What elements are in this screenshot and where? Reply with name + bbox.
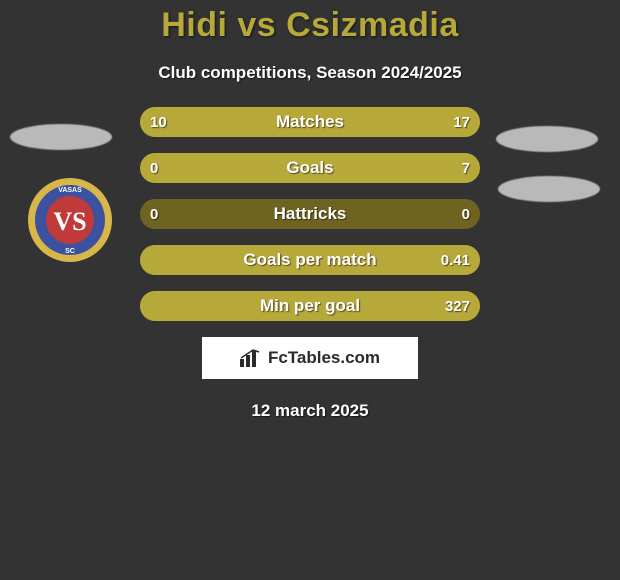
stat-value-right: 0.41 xyxy=(441,245,470,275)
stat-row: Goals per match0.41 xyxy=(140,245,480,275)
stat-label: Goals per match xyxy=(140,245,480,275)
player-shadow xyxy=(496,126,598,152)
vasas-logo-icon: VASAS SC VS xyxy=(28,178,112,262)
svg-text:VS: VS xyxy=(53,207,86,236)
svg-text:SC: SC xyxy=(65,248,75,255)
bar-chart-icon xyxy=(240,349,262,367)
stat-value-right: 7 xyxy=(462,153,470,183)
svg-text:VASAS: VASAS xyxy=(58,187,82,194)
page-subtitle: Club competitions, Season 2024/2025 xyxy=(0,63,620,83)
stat-value-left: 0 xyxy=(150,153,158,183)
stat-value-left: 10 xyxy=(150,107,167,137)
stat-row: Matches10 17 xyxy=(140,107,480,137)
stat-label: Min per goal xyxy=(140,291,480,321)
stat-row: Goals0 7 xyxy=(140,153,480,183)
brand-badge[interactable]: FcTables.com xyxy=(202,337,418,379)
stat-value-left: 0 xyxy=(150,199,158,229)
stat-row: Min per goal327 xyxy=(140,291,480,321)
page-title: Hidi vs Csizmadia xyxy=(0,0,620,45)
stat-label: Matches xyxy=(140,107,480,137)
date-text: 12 march 2025 xyxy=(0,401,620,421)
stat-row: Hattricks0 0 xyxy=(140,199,480,229)
player-shadow xyxy=(498,176,600,202)
player-shadow xyxy=(10,124,112,150)
stat-label: Goals xyxy=(140,153,480,183)
stat-value-right: 17 xyxy=(453,107,470,137)
brand-text: FcTables.com xyxy=(268,348,380,368)
comparison-card: Hidi vs Csizmadia Club competitions, Sea… xyxy=(0,0,620,580)
stat-value-right: 327 xyxy=(445,291,470,321)
club-logo: VASAS SC VS xyxy=(28,178,112,262)
stat-label: Hattricks xyxy=(140,199,480,229)
stat-value-right: 0 xyxy=(462,199,470,229)
